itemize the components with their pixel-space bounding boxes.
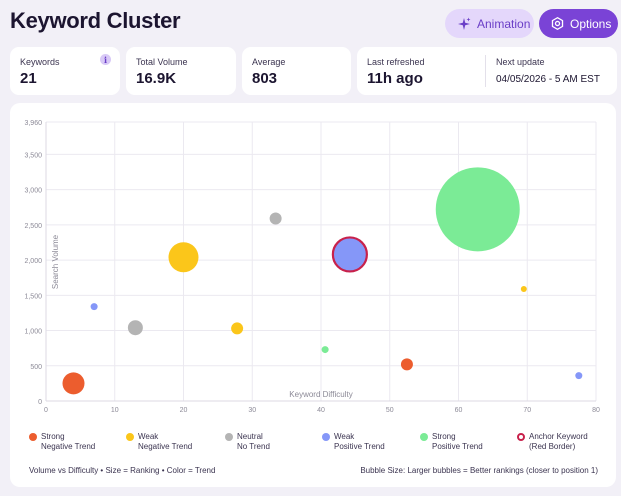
- y-tick-label: 500: [30, 364, 42, 371]
- y-ticks: 0 500 1,000 1,500 2,000 2,500 3,000 3,500 3,960: [24, 120, 42, 406]
- info-icon[interactable]: i: [100, 54, 111, 65]
- y-tick-label: 0: [38, 399, 42, 406]
- stat-card-total-volume: Total Volume 16.9K: [126, 47, 236, 95]
- stat-label: Total Volume: [136, 57, 188, 67]
- gear-icon: [551, 17, 564, 30]
- x-tick-label: 10: [111, 407, 119, 414]
- legend: Strong Negative Trend Weak Negative Trend Ne…: [0, 432, 621, 456]
- y-tick-label: 1,000: [24, 329, 42, 336]
- x-tick-label: 0: [44, 407, 48, 414]
- footer-left: Volume vs Difficulty • Size = Ranking • …: [29, 466, 216, 475]
- stat-value: 803: [252, 70, 278, 87]
- bubble[interactable]: [400, 358, 413, 371]
- legend-dot: [225, 433, 233, 441]
- sparkle-icon: [458, 17, 471, 30]
- y-axis-label: Search Volume: [51, 234, 60, 289]
- stat-card-average: Average 803: [242, 47, 351, 95]
- grid: [45, 121, 597, 402]
- footer-right: Bubble Size: Larger bubbles = Better ran…: [360, 466, 598, 475]
- legend-dot: [420, 433, 428, 441]
- x-tick-label: 60: [455, 407, 463, 414]
- x-tick-label: 40: [317, 407, 325, 414]
- divider: [485, 55, 486, 87]
- bubble[interactable]: [575, 372, 583, 380]
- stat-value: 21: [20, 70, 37, 87]
- legend-dot: [322, 433, 330, 441]
- y-tick-label: 2,000: [24, 258, 42, 265]
- legend-dot: [29, 433, 37, 441]
- page-title: Keyword Cluster: [10, 8, 181, 33]
- bubble[interactable]: [90, 303, 98, 311]
- bubble[interactable]: [62, 372, 85, 395]
- x-tick-label: 30: [248, 407, 256, 414]
- animation-button-label: Animation: [477, 16, 531, 31]
- stat-card-keywords: Keywords 21 i: [10, 47, 120, 95]
- legend-dot: [517, 433, 525, 441]
- bubbles: [62, 167, 583, 395]
- x-ticks: 0 10 20 30 40 50 60 70 80: [44, 407, 600, 414]
- legend-label: Strong Positive Trend: [432, 432, 483, 451]
- stat-label: Average: [252, 57, 286, 67]
- bubble[interactable]: [321, 346, 329, 354]
- y-tick-label: 1,500: [24, 293, 42, 300]
- stat-card-refresh: Last refreshed 11h ago Next update 04/05…: [357, 47, 617, 95]
- bubble-anchor[interactable]: [331, 236, 368, 273]
- x-tick-label: 20: [180, 407, 188, 414]
- animation-button[interactable]: Animation: [445, 9, 534, 38]
- options-button-label: Options: [570, 16, 612, 31]
- bubble[interactable]: [168, 242, 199, 273]
- bubble[interactable]: [269, 212, 282, 225]
- stat-value: 11h ago: [367, 70, 423, 87]
- stat-label: Last refreshed: [367, 57, 425, 67]
- x-tick-label: 50: [386, 407, 394, 414]
- legend-label: Strong Negative Trend: [41, 432, 96, 451]
- legend-dot: [126, 433, 134, 441]
- x-axis-label: Keyword Difficulty: [289, 390, 352, 399]
- y-tick-label: 3,960: [24, 120, 42, 127]
- stat-label: Keywords: [20, 57, 60, 67]
- bubble[interactable]: [231, 322, 244, 335]
- y-tick-label: 2,500: [24, 223, 42, 230]
- bubble[interactable]: [435, 167, 520, 252]
- options-button[interactable]: Options: [539, 9, 618, 38]
- stat-value: 16.9K: [136, 70, 177, 87]
- stat-value: 04/05/2026 - 5 AM EST: [496, 74, 600, 85]
- bubble[interactable]: [127, 320, 143, 336]
- y-tick-label: 3,000: [24, 188, 42, 195]
- y-tick-label: 3,500: [24, 152, 42, 159]
- stat-label: Next update: [496, 57, 545, 67]
- x-tick-label: 80: [592, 407, 600, 414]
- legend-label: Weak Positive Trend: [334, 432, 385, 451]
- legend-label: Weak Negative Trend: [138, 432, 193, 451]
- bubble[interactable]: [520, 285, 527, 292]
- legend-label: Neutral No Trend: [237, 432, 270, 451]
- legend-label: Anchor Keyword (Red Border): [529, 432, 588, 451]
- x-tick-label: 70: [523, 407, 531, 414]
